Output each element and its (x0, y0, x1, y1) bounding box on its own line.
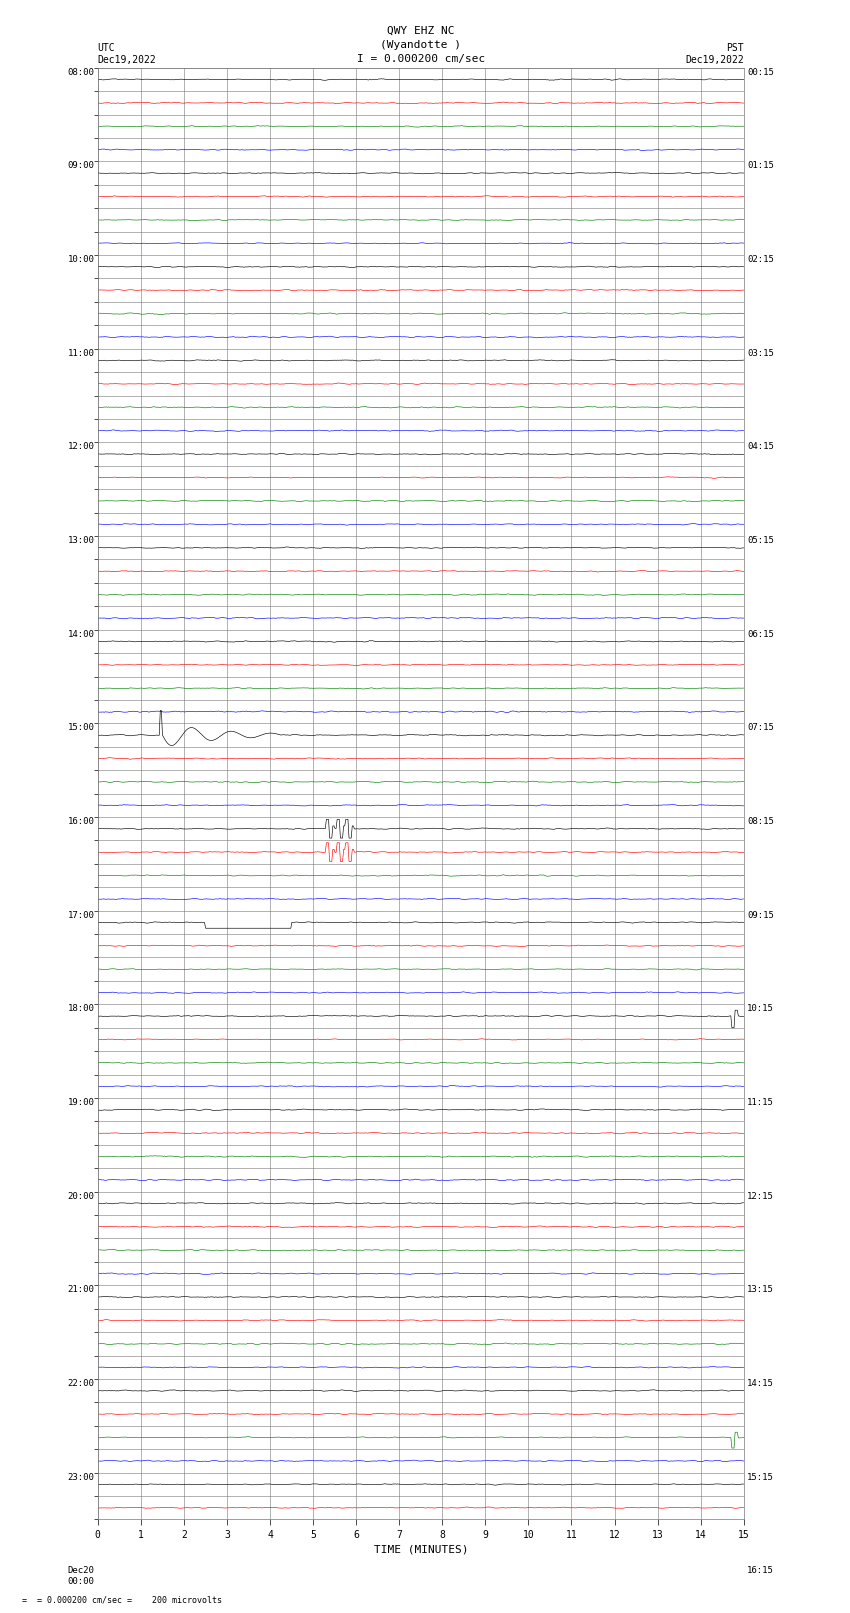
Text: 06:15: 06:15 (747, 629, 774, 639)
Text: 02:15: 02:15 (747, 255, 774, 265)
Text: PST
Dec19,2022: PST Dec19,2022 (685, 44, 744, 65)
Text: 16:00: 16:00 (68, 818, 94, 826)
Text: 11:00: 11:00 (68, 348, 94, 358)
Text: 13:00: 13:00 (68, 536, 94, 545)
Text: 12:00: 12:00 (68, 442, 94, 452)
Text: 15:00: 15:00 (68, 723, 94, 732)
Text: 19:00: 19:00 (68, 1098, 94, 1107)
Text: UTC
Dec19,2022: UTC Dec19,2022 (98, 44, 156, 65)
Text: 00:15: 00:15 (747, 68, 774, 77)
Text: 15:15: 15:15 (747, 1473, 774, 1482)
Text: 14:15: 14:15 (747, 1379, 774, 1387)
Text: 10:15: 10:15 (747, 1005, 774, 1013)
Text: 17:00: 17:00 (68, 911, 94, 919)
Title: QWY EHZ NC
(Wyandotte )
I = 0.000200 cm/sec: QWY EHZ NC (Wyandotte ) I = 0.000200 cm/… (357, 26, 484, 65)
Text: 10:00: 10:00 (68, 255, 94, 265)
Text: 09:15: 09:15 (747, 911, 774, 919)
Text: 21:00: 21:00 (68, 1286, 94, 1294)
Text: 12:15: 12:15 (747, 1192, 774, 1200)
Text: 22:00: 22:00 (68, 1379, 94, 1387)
X-axis label: TIME (MINUTES): TIME (MINUTES) (373, 1544, 468, 1553)
Text: 08:15: 08:15 (747, 818, 774, 826)
Text: 05:15: 05:15 (747, 536, 774, 545)
Text: 08:00: 08:00 (68, 68, 94, 77)
Text: =  = 0.000200 cm/sec =    200 microvolts: = = 0.000200 cm/sec = 200 microvolts (17, 1595, 222, 1605)
Text: 03:15: 03:15 (747, 348, 774, 358)
Text: 04:15: 04:15 (747, 442, 774, 452)
Text: Dec20
00:00: Dec20 00:00 (68, 1566, 94, 1586)
Text: 16:15: 16:15 (747, 1566, 774, 1576)
Text: 01:15: 01:15 (747, 161, 774, 171)
Text: 14:00: 14:00 (68, 629, 94, 639)
Text: 09:00: 09:00 (68, 161, 94, 171)
Text: 13:15: 13:15 (747, 1286, 774, 1294)
Text: 20:00: 20:00 (68, 1192, 94, 1200)
Text: 07:15: 07:15 (747, 723, 774, 732)
Text: 11:15: 11:15 (747, 1098, 774, 1107)
Text: 23:00: 23:00 (68, 1473, 94, 1482)
Text: 18:00: 18:00 (68, 1005, 94, 1013)
